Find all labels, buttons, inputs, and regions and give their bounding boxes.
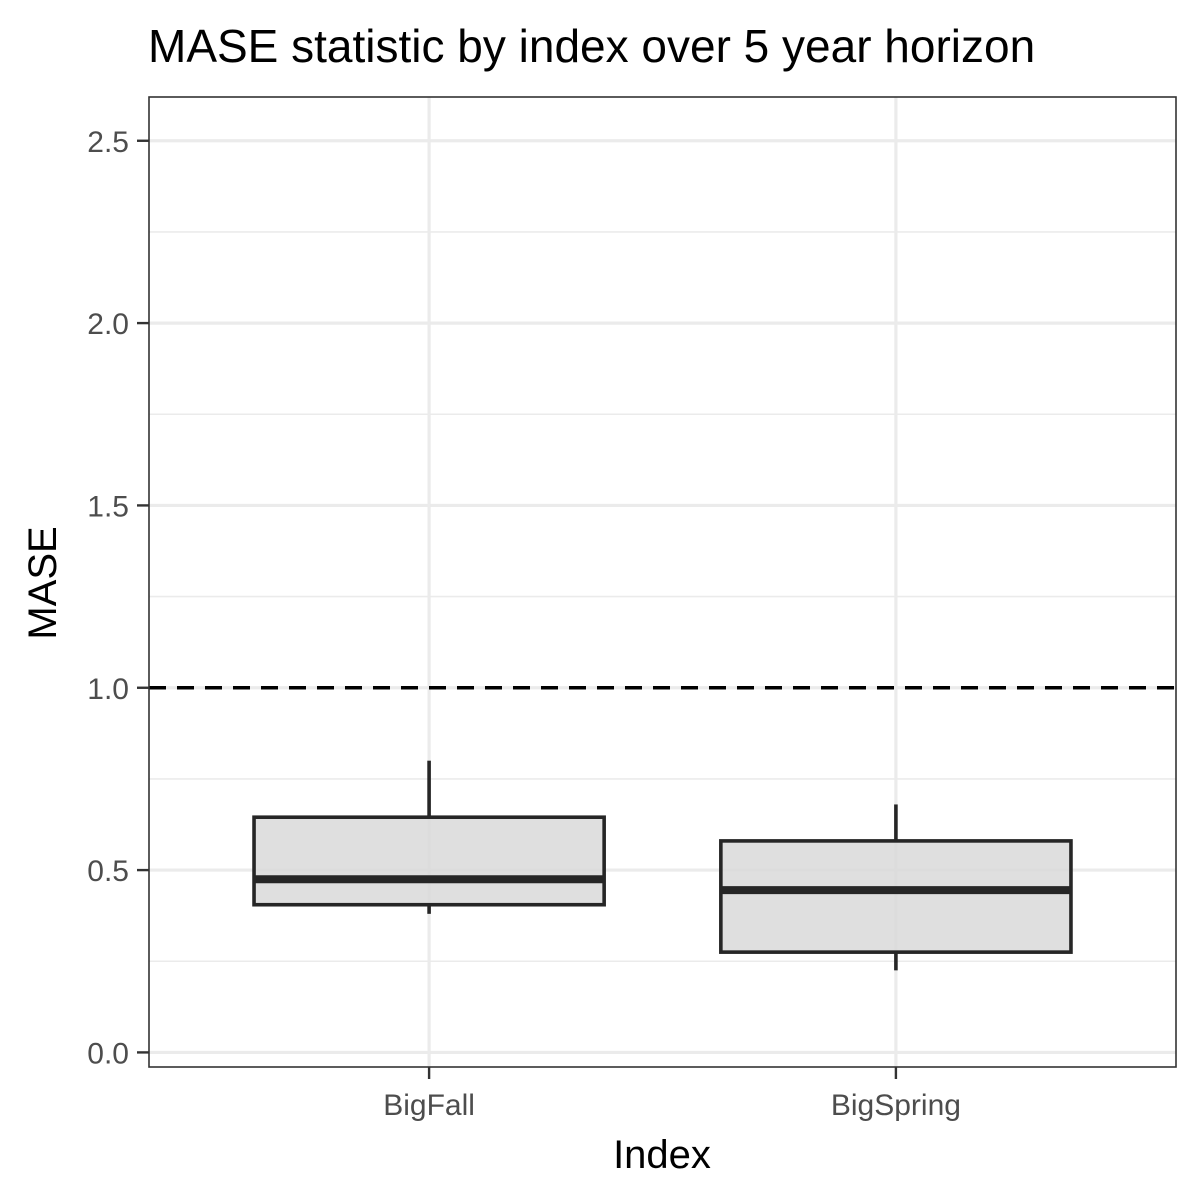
- chart-title: MASE statistic by index over 5 year hori…: [148, 20, 1035, 72]
- x-tick-label: BigFall: [383, 1089, 475, 1122]
- x-axis-title: Index: [613, 1133, 711, 1177]
- x-tick-label: BigSpring: [831, 1089, 961, 1122]
- box-BigSpring: [719, 804, 1073, 971]
- y-tick-label: 0.0: [87, 1037, 129, 1070]
- axis-layer: 0.0 0.5 1.0 1.5 2.0 2.5 BigFall BigSpring: [87, 126, 961, 1122]
- box-iqr: [252, 815, 606, 907]
- panel-border: [148, 96, 1177, 1068]
- box-BigFall: [252, 760, 606, 914]
- box-layer: [252, 760, 1073, 971]
- y-axis-title: MASE: [21, 526, 65, 639]
- y-tick-label: 2.0: [87, 308, 129, 341]
- y-tick-label: 1.0: [87, 673, 129, 706]
- y-tick-label: 2.5: [87, 126, 129, 159]
- y-tick-label: 1.5: [87, 490, 129, 523]
- y-tick-label: 0.5: [87, 855, 129, 888]
- box-iqr: [719, 839, 1073, 954]
